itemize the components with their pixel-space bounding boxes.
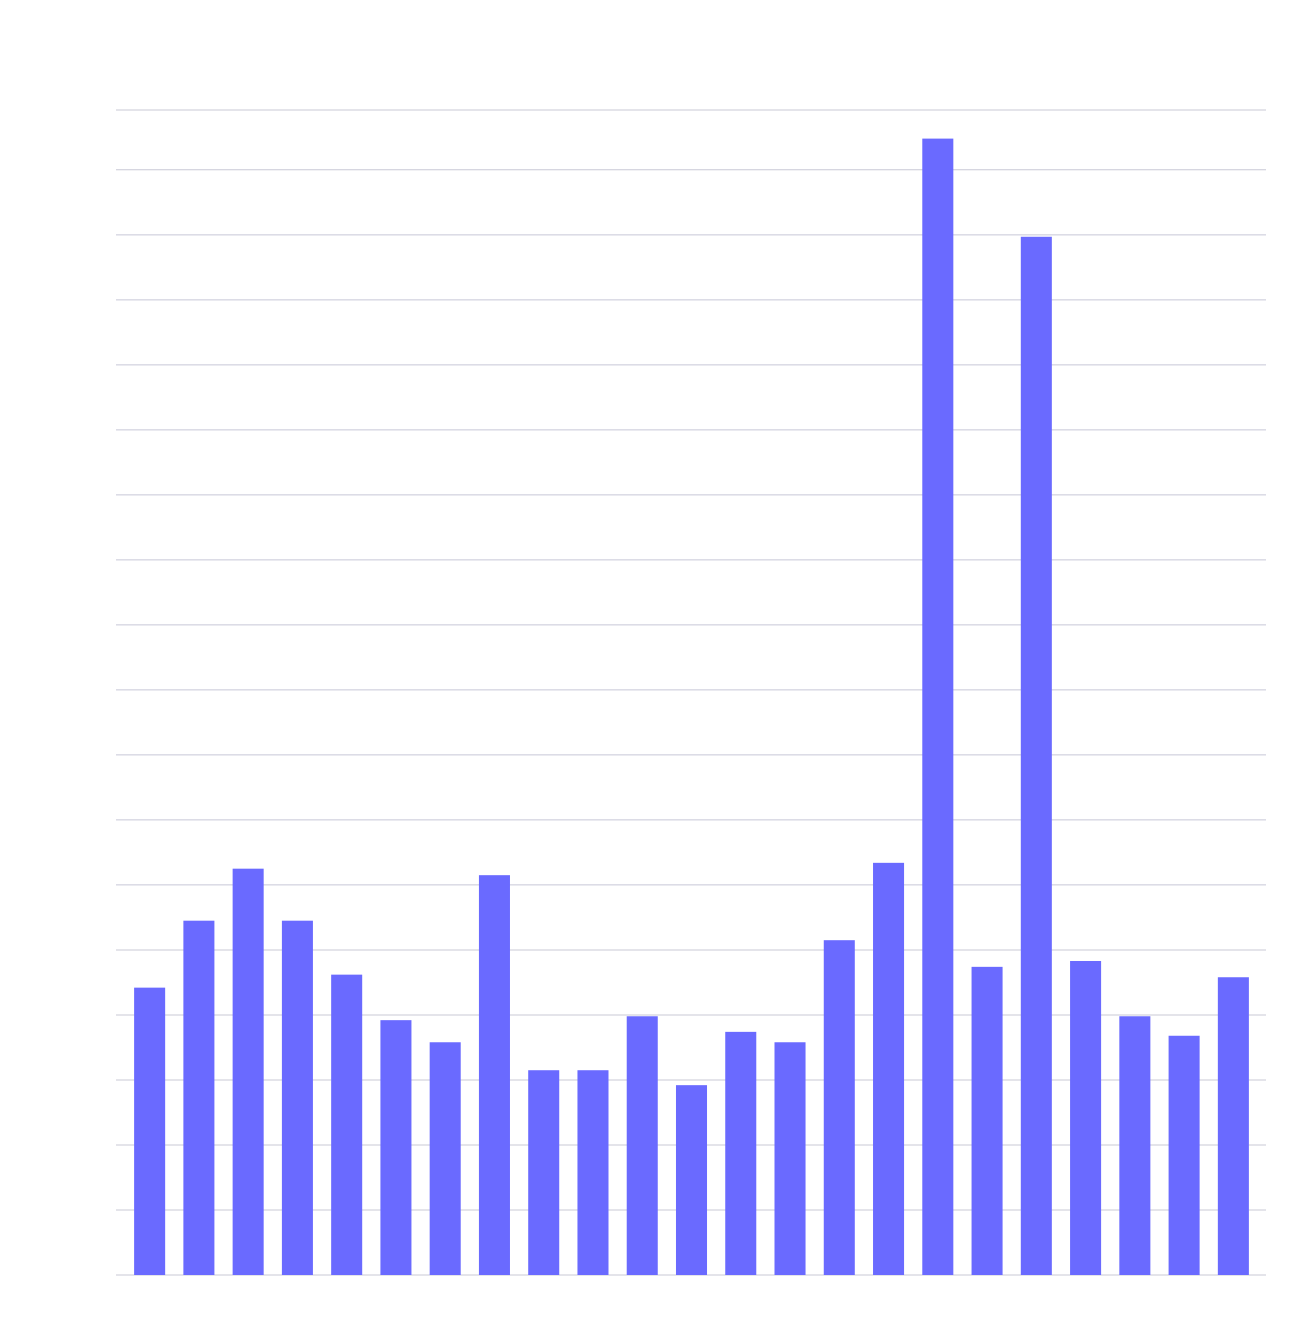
bar xyxy=(1119,1016,1151,1275)
bar xyxy=(380,1020,412,1275)
bar xyxy=(183,920,215,1275)
bar xyxy=(1070,960,1102,1275)
bar xyxy=(823,940,855,1275)
bar xyxy=(774,1042,806,1275)
bar xyxy=(478,875,510,1275)
bar xyxy=(873,862,905,1275)
bar xyxy=(675,1085,708,1275)
bar xyxy=(1217,977,1249,1275)
bar xyxy=(725,1031,757,1275)
bar xyxy=(134,987,166,1275)
bar xyxy=(528,1070,560,1275)
bar xyxy=(1020,236,1052,1276)
bar xyxy=(577,1070,609,1275)
bar xyxy=(1168,1035,1200,1275)
bar xyxy=(626,1016,658,1275)
bar xyxy=(922,138,954,1276)
bar xyxy=(429,1042,461,1275)
bar xyxy=(331,974,363,1275)
bar xyxy=(971,966,1003,1275)
bar xyxy=(281,920,313,1275)
bar xyxy=(232,868,264,1275)
